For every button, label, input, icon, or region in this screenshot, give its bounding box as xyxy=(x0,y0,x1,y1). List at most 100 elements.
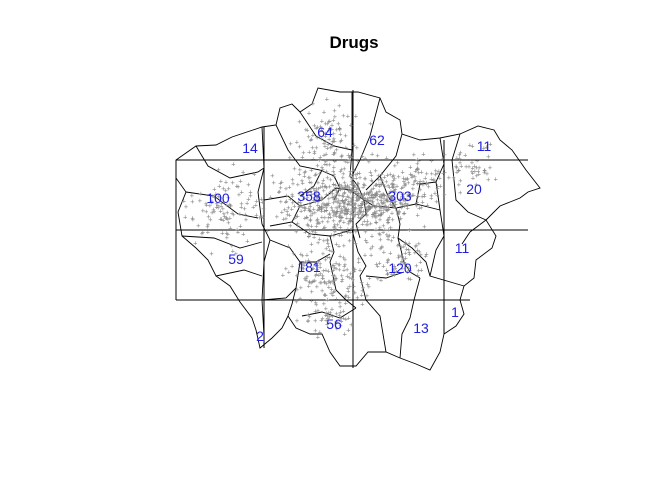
incident-point: + xyxy=(416,180,420,188)
incident-point: + xyxy=(310,228,314,236)
incident-point: + xyxy=(337,183,341,191)
incident-point: + xyxy=(317,272,321,280)
incident-point: + xyxy=(351,265,355,273)
incident-point: + xyxy=(338,167,342,175)
incident-point: + xyxy=(319,196,323,204)
incident-point: + xyxy=(321,274,325,282)
incident-point: + xyxy=(314,196,318,204)
incident-point: + xyxy=(338,203,342,211)
incident-point: + xyxy=(321,166,325,174)
incident-point: + xyxy=(348,228,352,236)
incident-point: + xyxy=(307,232,311,240)
incident-point: + xyxy=(353,266,357,274)
incident-point: + xyxy=(302,260,306,268)
incident-point: + xyxy=(404,245,408,253)
incident-point: + xyxy=(229,202,233,210)
incident-point: + xyxy=(345,192,349,200)
incident-point: + xyxy=(216,166,220,174)
incident-point: + xyxy=(309,279,313,287)
incident-point: + xyxy=(302,173,306,181)
incident-point: + xyxy=(296,199,300,207)
incident-point: + xyxy=(348,173,352,181)
incident-point: + xyxy=(332,171,336,179)
incident-point: + xyxy=(345,206,349,214)
incident-point: + xyxy=(361,212,365,220)
incident-point: + xyxy=(307,278,311,286)
incident-point: + xyxy=(378,202,382,210)
incident-point: + xyxy=(382,205,386,213)
incident-point: + xyxy=(335,319,339,327)
incident-point: + xyxy=(334,210,338,218)
incident-point: + xyxy=(358,195,362,203)
incident-point: + xyxy=(341,198,345,206)
incident-point: + xyxy=(334,126,338,134)
incident-point: + xyxy=(324,207,328,215)
incident-point: + xyxy=(317,203,321,211)
incident-point: + xyxy=(321,267,325,275)
incident-point: + xyxy=(356,185,360,193)
incident-point: + xyxy=(371,185,375,193)
incident-point: + xyxy=(318,260,322,268)
incident-point: + xyxy=(392,263,396,271)
incident-point: + xyxy=(308,179,312,187)
incident-point: + xyxy=(338,126,342,134)
incident-point: + xyxy=(399,200,403,208)
incident-point: + xyxy=(486,153,490,161)
incident-point: + xyxy=(314,192,318,200)
incident-point: + xyxy=(321,200,325,208)
incident-point: + xyxy=(217,183,221,191)
incident-point: + xyxy=(285,208,289,216)
incident-point: + xyxy=(324,201,328,209)
incident-point: + xyxy=(338,138,342,146)
incident-point: + xyxy=(284,265,288,273)
incident-point: + xyxy=(361,195,365,203)
incident-point: + xyxy=(396,210,400,218)
incident-point: + xyxy=(401,194,405,202)
incident-point: + xyxy=(485,170,489,178)
incident-point: + xyxy=(379,210,383,218)
incident-point: + xyxy=(341,228,345,236)
incident-point: + xyxy=(324,201,328,209)
incident-point: + xyxy=(257,214,261,222)
incident-point: + xyxy=(315,162,319,170)
incident-point: + xyxy=(412,151,416,159)
incident-point: + xyxy=(365,195,369,203)
incident-point: + xyxy=(443,169,447,177)
incident-point: + xyxy=(314,301,318,309)
incident-point: + xyxy=(369,204,373,212)
incident-point: + xyxy=(332,135,336,143)
incident-point: + xyxy=(343,204,347,212)
incident-point: + xyxy=(353,204,357,212)
count-label-r2c1: 181 xyxy=(297,259,321,275)
incident-point: + xyxy=(205,223,209,231)
incident-point: + xyxy=(346,187,350,195)
incident-point: + xyxy=(368,169,372,177)
incident-point: + xyxy=(404,175,408,183)
incident-point: + xyxy=(374,218,378,226)
incident-point: + xyxy=(352,282,356,290)
incident-point: + xyxy=(337,243,341,251)
incident-point: + xyxy=(325,280,329,288)
incident-point: + xyxy=(298,202,302,210)
incident-point: + xyxy=(374,189,378,197)
incident-point: + xyxy=(380,191,384,199)
incident-point: + xyxy=(390,210,394,218)
incident-point: + xyxy=(259,196,263,204)
incident-point: + xyxy=(391,182,395,190)
incident-point: + xyxy=(350,209,354,217)
incident-point: + xyxy=(442,151,446,159)
incident-point: + xyxy=(319,317,323,325)
incident-point: + xyxy=(343,293,347,301)
incident-point: + xyxy=(399,185,403,193)
incident-point: + xyxy=(415,199,419,207)
incident-point: + xyxy=(355,157,359,165)
incident-point: + xyxy=(332,173,336,181)
incident-point: + xyxy=(228,202,232,210)
incident-point: + xyxy=(366,203,370,211)
incident-point: + xyxy=(355,184,359,192)
incident-point: + xyxy=(349,208,353,216)
incident-point: + xyxy=(363,155,367,163)
incident-point: + xyxy=(200,230,204,238)
incident-point: + xyxy=(342,200,346,208)
incident-point: + xyxy=(318,184,322,192)
